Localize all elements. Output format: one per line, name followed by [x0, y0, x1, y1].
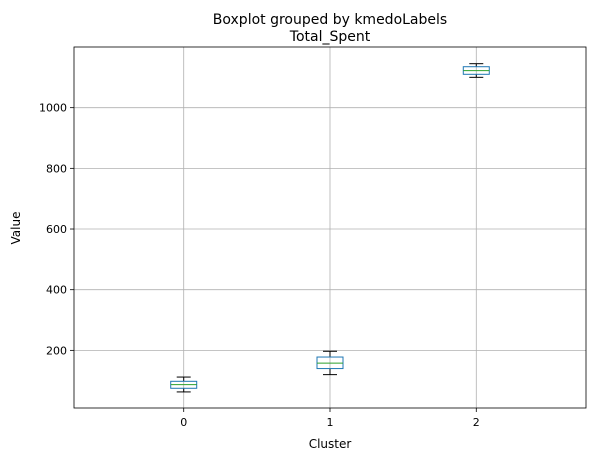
box-group-1 [316, 350, 344, 376]
chart-title: Total_Spent [289, 29, 371, 45]
y-tick-label: 400 [46, 284, 67, 297]
y-tick-label: 200 [46, 344, 67, 357]
box-group-2 [462, 63, 490, 78]
box-marks [170, 63, 490, 393]
x-axis-ticks: 0 1 2 [180, 408, 480, 429]
y-tick-label: 600 [46, 223, 67, 236]
y-tick-label: 1000 [39, 102, 67, 115]
grid-lines [74, 47, 586, 408]
x-tick-label: 2 [473, 416, 480, 429]
x-axis-label: Cluster [309, 437, 352, 451]
x-tick-label: 0 [180, 416, 187, 429]
x-tick-label: 1 [327, 416, 334, 429]
chart-suptitle: Boxplot grouped by kmedoLabels [213, 12, 447, 28]
y-axis-label: Value [9, 212, 23, 245]
box-group-0 [170, 376, 198, 393]
y-tick-label: 800 [46, 162, 67, 175]
y-axis-ticks: 200 400 600 800 1000 [39, 102, 74, 357]
